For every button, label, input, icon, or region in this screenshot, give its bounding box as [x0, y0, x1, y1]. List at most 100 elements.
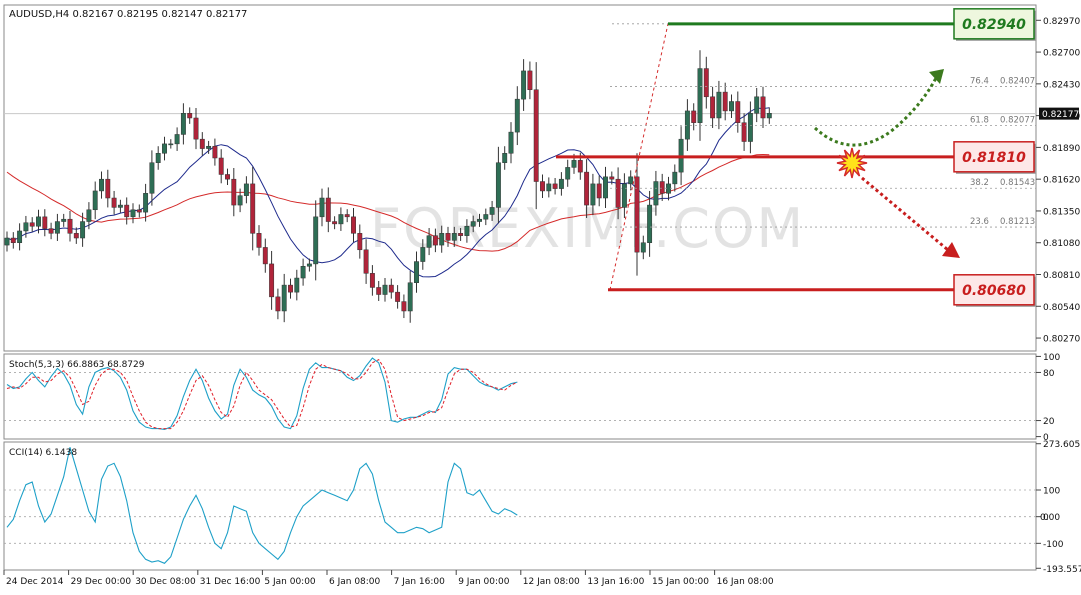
candle-body	[99, 178, 104, 192]
time-tick-label: 29 Dec 00:00	[71, 577, 132, 587]
candle-body	[577, 160, 583, 173]
candle-body	[225, 174, 230, 180]
candle-body	[729, 101, 734, 112]
cci-zero-readout: 0.00	[1040, 513, 1060, 523]
candle-body	[86, 209, 92, 222]
time-tick-label: 7 Jan 16:00	[394, 577, 446, 587]
candle-body	[401, 301, 407, 312]
price-tick-label: 0.81620	[1043, 176, 1080, 186]
candle-body	[621, 183, 627, 208]
candle-body	[325, 197, 331, 222]
key-level-box	[953, 141, 1035, 173]
price-panel-frame	[3, 4, 1037, 352]
fib-ratio-label: 76.4	[970, 77, 989, 87]
candle-body	[29, 222, 35, 227]
candle-body	[124, 204, 130, 218]
candle-body	[439, 233, 445, 246]
candle-body	[351, 216, 356, 234]
last-price-tag	[1039, 107, 1079, 120]
candle-body	[495, 162, 501, 208]
price-y-axis: 0.829700.827000.824300.821600.818900.816…	[1036, 17, 1080, 345]
candle-body	[369, 273, 375, 288]
candle-body	[136, 209, 142, 213]
candle-body	[4, 237, 10, 246]
candle-body	[565, 167, 571, 180]
candle-body	[470, 221, 476, 227]
cci-panel-frame	[3, 441, 1037, 571]
candle-body	[162, 143, 167, 154]
candle-body	[237, 195, 243, 206]
candle-body	[414, 261, 419, 283]
stoch-panel-frame	[3, 353, 1037, 440]
candle-body	[760, 96, 766, 119]
candle-body	[628, 176, 634, 185]
candle-body	[451, 233, 457, 241]
candle-body	[174, 134, 180, 145]
slow-moving-average	[6, 153, 770, 252]
time-tick-label: 6 Jan 08:00	[329, 577, 381, 587]
candle-body	[477, 218, 482, 222]
time-tick-label: 30 Dec 08:00	[135, 577, 196, 587]
candle-body	[73, 233, 79, 239]
price-tick-label: 0.81350	[1043, 207, 1080, 217]
stoch-series	[6, 357, 518, 430]
projection-arrows	[813, 69, 960, 258]
candle-body	[143, 193, 149, 213]
bullish-projection-arrow	[813, 77, 938, 147]
candle-body	[584, 171, 590, 206]
candle-body	[338, 214, 344, 225]
candle-body	[741, 122, 747, 142]
candle-body	[288, 284, 293, 293]
candle-body	[243, 183, 249, 196]
cci-series	[6, 447, 518, 564]
candle-body	[269, 263, 275, 298]
candle-body	[691, 110, 697, 123]
cci-tick-label: -100	[1043, 540, 1064, 550]
candle-body	[262, 247, 268, 265]
price-tick-label: 0.80810	[1043, 271, 1080, 281]
candle-body	[275, 296, 281, 312]
candle-body	[634, 176, 640, 253]
candle-body	[231, 178, 237, 206]
cci-line	[6, 447, 518, 564]
candle-body	[376, 287, 382, 295]
bearish-arrowhead	[942, 242, 960, 258]
candle-body	[640, 242, 646, 253]
candle-body	[61, 218, 67, 222]
candle-body	[766, 113, 772, 119]
stoch-title: Stoch(5,3,3) 66.8863 68.8729	[9, 360, 145, 370]
candle-body	[653, 181, 659, 206]
candle-body	[546, 183, 552, 192]
candle-body	[363, 249, 369, 274]
candle-body	[388, 284, 394, 293]
cci-tick-label: -193.5572	[1043, 565, 1081, 575]
candle-body	[306, 263, 312, 267]
cci-tick-label: 100	[1043, 487, 1060, 497]
candle-body	[130, 209, 136, 218]
stoch-y-axis: 100 80 20 0	[1036, 353, 1060, 443]
time-tick-label: 15 Jan 00:00	[652, 577, 709, 587]
time-tick-label: 13 Jan 16:00	[587, 577, 644, 587]
candle-body	[590, 183, 596, 206]
key-level-label: 0.81810	[962, 150, 1026, 166]
candle-body	[571, 160, 577, 168]
candle-body	[117, 204, 123, 208]
candle-body	[42, 216, 48, 229]
fib-price-label: 0.81213	[1000, 217, 1035, 227]
last-price-label: 0.82177	[1042, 110, 1079, 120]
price-tick-label: 0.82430	[1043, 80, 1080, 90]
candle-body	[80, 221, 86, 239]
candle-body	[615, 178, 621, 208]
candle-body	[395, 291, 401, 302]
candle-body	[647, 204, 653, 243]
candle-body	[659, 181, 665, 194]
fib-price-label: 0.81543	[1000, 178, 1035, 188]
cci-tick-label: 273.605	[1043, 440, 1080, 450]
candle-body	[722, 91, 728, 112]
candle-body	[67, 218, 73, 234]
candle-body	[552, 183, 558, 189]
candle-body	[218, 157, 224, 175]
